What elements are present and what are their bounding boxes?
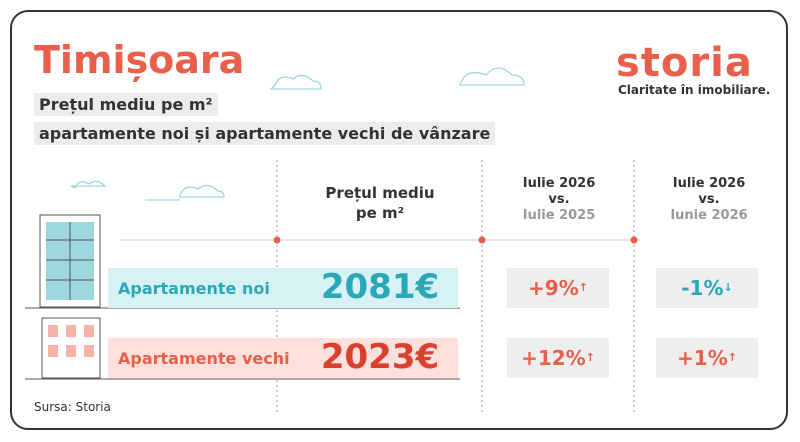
row-label: Apartamente noi (118, 279, 270, 298)
brand-tagline: Claritate în imobiliare. (618, 83, 771, 97)
arrow-icon: ↑ (727, 351, 737, 364)
card-frame (10, 10, 788, 430)
subtitle: Prețul mediu pe m² (34, 93, 218, 116)
change-box: -1%↓ (656, 268, 758, 308)
change-value: +1% (677, 346, 728, 370)
subtitle: apartamente noi și apartamente vechi de … (34, 122, 496, 145)
arrow-icon: ↓ (723, 281, 733, 294)
header-line: Iulie 2026 (522, 176, 596, 191)
change-box: +12%↑ (507, 338, 609, 378)
source: Sursa: Storia (34, 400, 111, 414)
change-box: +9%↑ (507, 268, 609, 308)
row-band (108, 268, 458, 308)
column-header: Iulie 2026 vs. Iunie 2026 (640, 176, 778, 224)
price: 2023€ (320, 337, 440, 377)
column-header: Prețul mediu pe m² (285, 183, 475, 223)
header-line: vs. (548, 192, 570, 207)
change-value: +9% (528, 276, 579, 300)
header-line: Iunie 2026 (670, 208, 748, 223)
row-label: Apartamente vechi (118, 349, 290, 368)
price: 2081€ (320, 267, 440, 307)
change-box: +1%↑ (656, 338, 758, 378)
title: Timișoara (34, 38, 245, 82)
arrow-icon: ↑ (578, 281, 588, 294)
column-header: Iulie 2026 vs. Iulie 2025 (490, 176, 628, 224)
change-value: +12% (521, 346, 586, 370)
header-line: vs. (698, 192, 720, 207)
row-band (108, 338, 458, 378)
header-line: Iulie 2026 (672, 176, 746, 191)
change-value: -1% (681, 276, 724, 300)
header-line: Iulie 2025 (522, 208, 596, 223)
header-line: pe m² (355, 204, 405, 222)
brand-logo: storia (616, 40, 753, 86)
arrow-icon: ↑ (585, 351, 595, 364)
header-line: Prețul mediu (325, 184, 435, 202)
